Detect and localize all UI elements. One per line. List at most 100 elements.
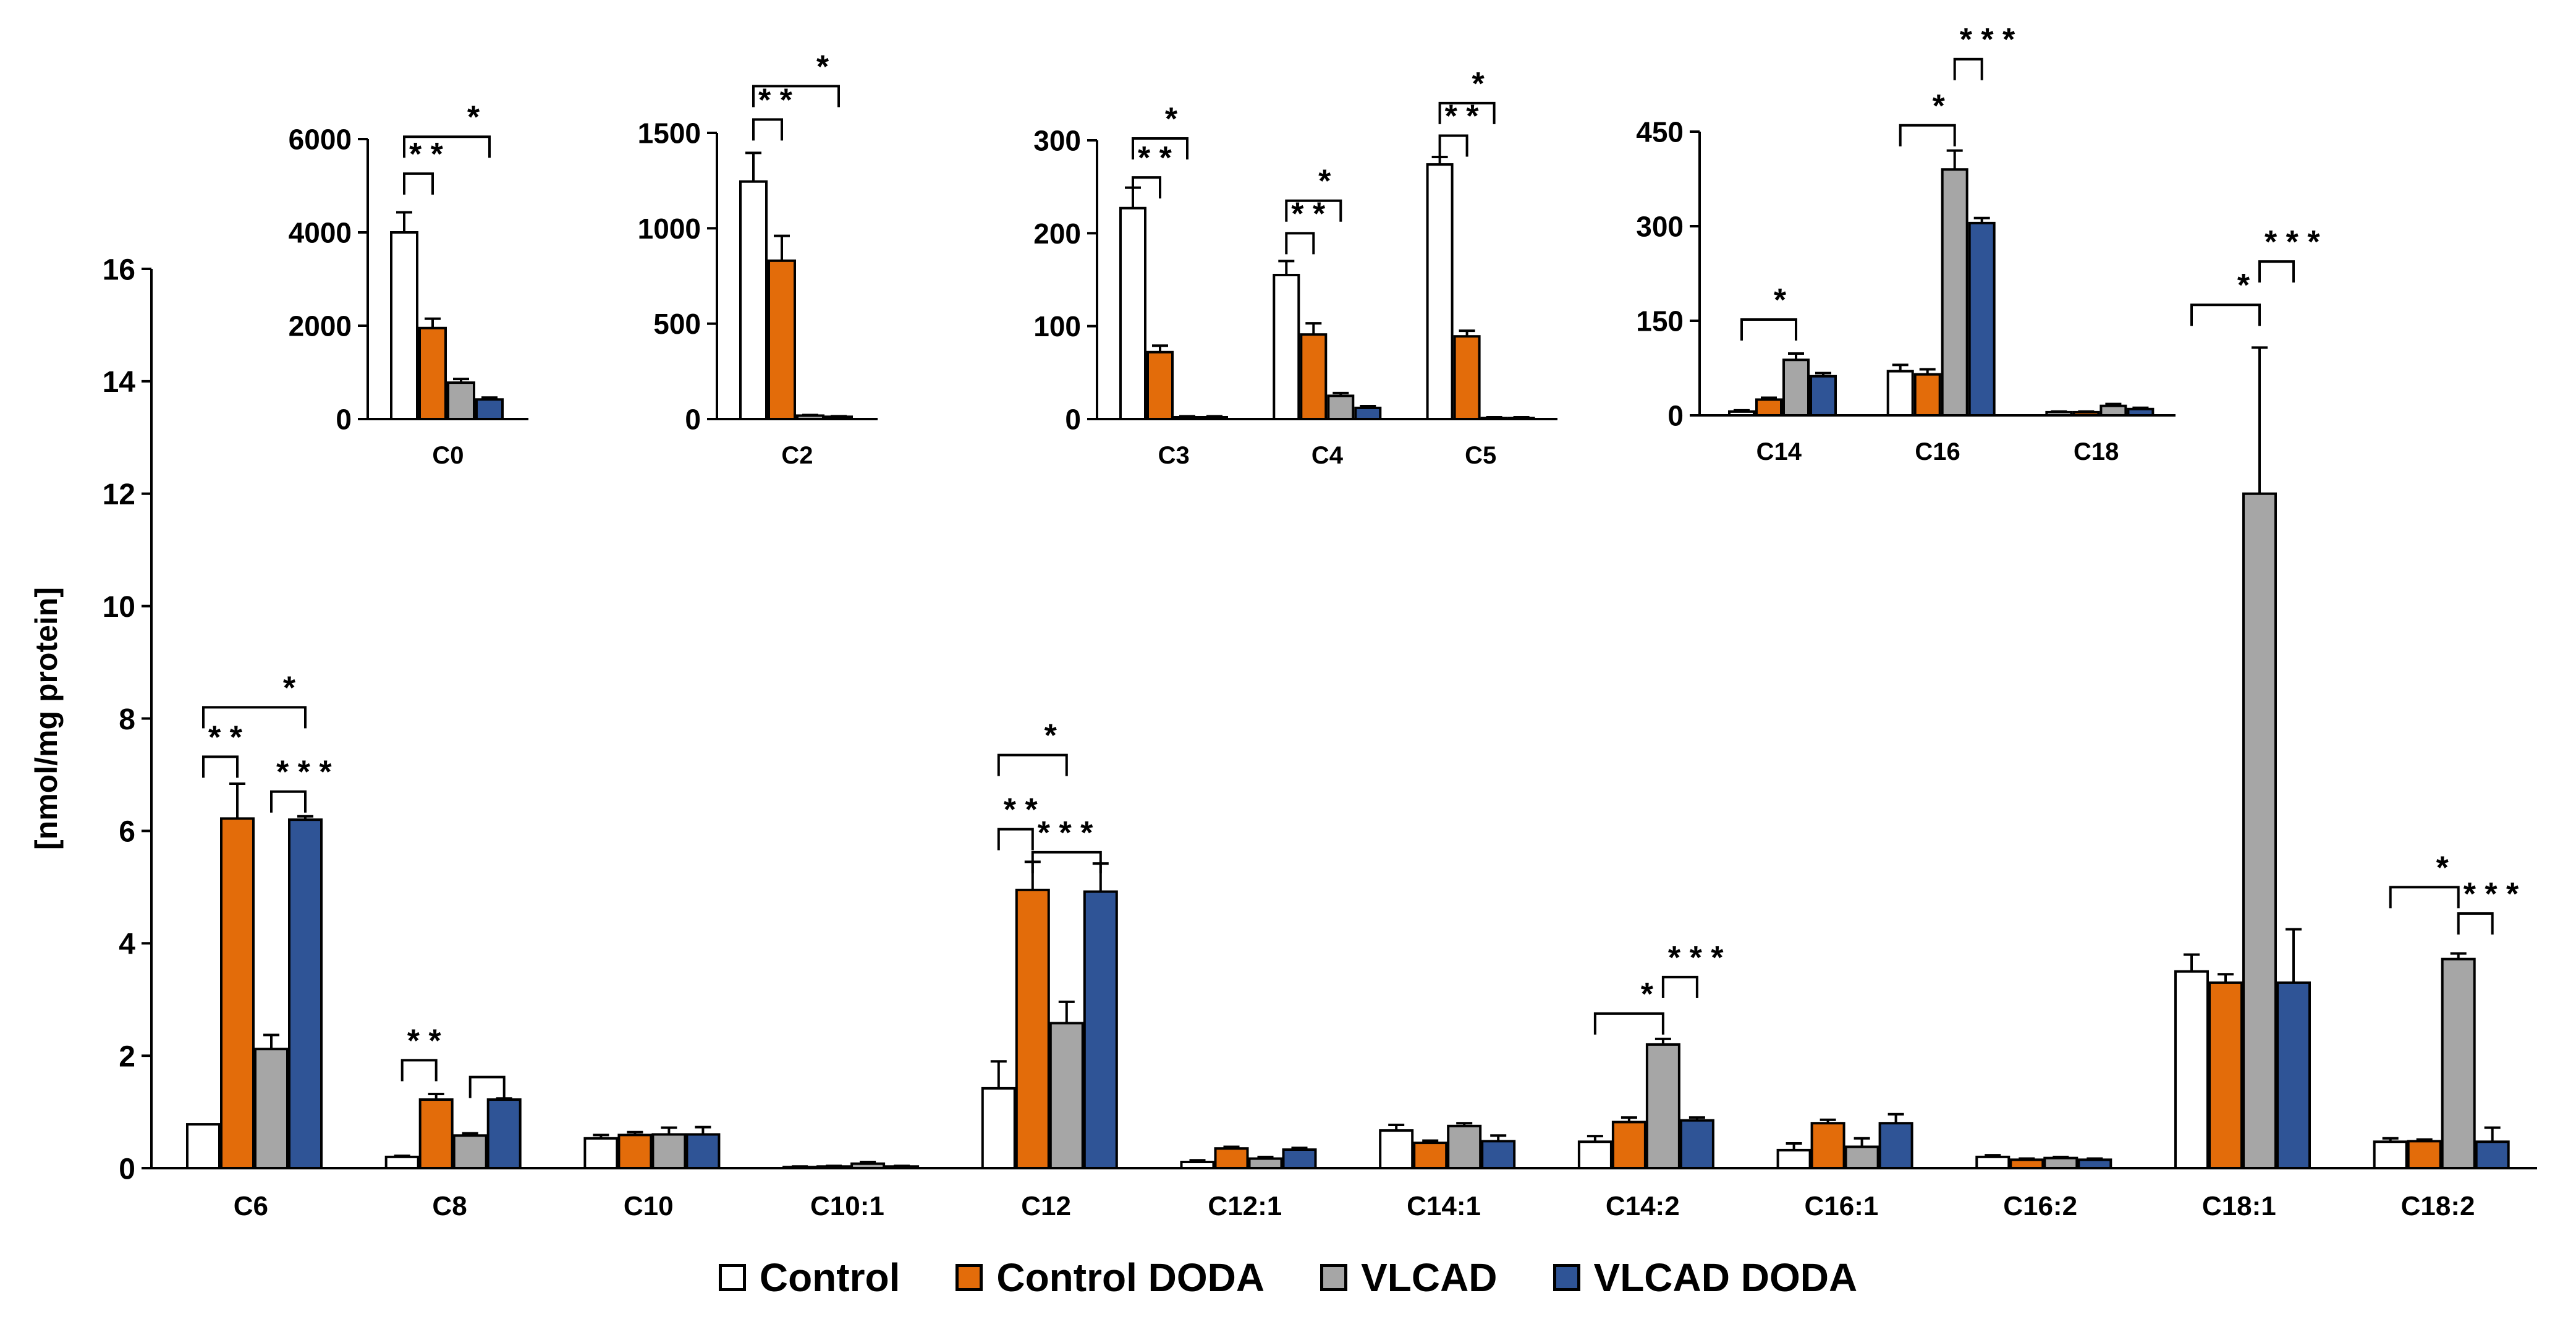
inset-c3c5-bar-c5-control (1426, 163, 1454, 420)
main-bar-c12-control-doda (1015, 888, 1050, 1169)
inset-c14c18-x-tick-label-c16: C16 (1915, 438, 1960, 465)
legend-item-control: Control (718, 1255, 900, 1300)
inset-c14c18-x-tick-label-c14: C14 (1756, 438, 1802, 465)
inset-c2-bar-c2-control (739, 180, 768, 420)
main-bar-c12-vlcad (1049, 1022, 1084, 1169)
inset-c2-significance-label: * * (758, 82, 793, 118)
main-bar-c6-vlcad (254, 1048, 289, 1170)
inset-c3c5-x-tick-label-c4: C4 (1311, 442, 1344, 469)
inset-c14c18-bar-c14-vlcad (1782, 358, 1810, 417)
main-bar-c18-2-control (2373, 1140, 2408, 1170)
inset-c0-significance-bracket (403, 172, 434, 195)
legend-swatch-control (718, 1264, 746, 1291)
legend-item-vlcad-doda: VLCAD DODA (1553, 1255, 1858, 1300)
main-bar-c18-2-vlcad (2441, 957, 2476, 1170)
main-bar-c8-control-doda (418, 1098, 454, 1170)
main-bar-c14-2-vlcad (1645, 1043, 1680, 1169)
inset-c0-bar-c0-control (390, 231, 418, 420)
main-significance-bracket (2389, 886, 2460, 909)
inset-c3c5-significance-bracket (1132, 176, 1161, 199)
inset-c3c5-significance-bracket (1285, 199, 1342, 222)
main-significance-label: * * (407, 1023, 442, 1059)
main-x-tick-label-c18-2: C18:2 (2401, 1191, 2475, 1221)
inset-c3c5-significance-label: * * (1138, 140, 1172, 176)
main-bar-c18-1-vlcad (2242, 492, 2277, 1169)
inset-c3c5-significance-bracket (1132, 137, 1188, 159)
legend-label-vlcad-doda: VLCAD DODA (1593, 1255, 1858, 1300)
inset-c3c5-y-tick-label: 100 (1033, 310, 1081, 342)
main-bar-c6-vlcad-doda (288, 818, 323, 1169)
main-y-axis-label: [nmol/mg protein] (29, 587, 64, 850)
main-bar-c18-1-control (2174, 970, 2209, 1169)
inset-c14c18-bar-c16-control-doda (1913, 373, 1941, 417)
main-chart: 0 2 4 6 8 10 12 14 16 C6 C8 C10 C10:1 C12 C12:1 C14:1 C1… (29, 224, 2537, 1221)
main-bar-c8-control (384, 1155, 420, 1169)
legend-swatch-vlcad-doda (1553, 1264, 1580, 1291)
main-x-tick-label-c16-2: C16:2 (2003, 1191, 2077, 1221)
main-bar-c18-2-control-doda (2407, 1140, 2442, 1169)
inset-c3c5-bar-c3-control (1119, 206, 1146, 420)
main-bar-c12-vlcad-doda (1083, 890, 1118, 1170)
inset-c3c5-significance-bracket (1438, 134, 1468, 157)
main-significance-label: * * * (2265, 224, 2320, 260)
inset-c3c5-x-tick-label-c5: C5 (1465, 442, 1496, 469)
legend-label-control: Control (759, 1255, 900, 1300)
inset-c0-significance-label: * * (409, 137, 444, 172)
inset-c14c18-y-tick-label: 0 (1667, 400, 1684, 432)
inset-c14c18-significance-label: * (1933, 88, 1946, 124)
main-significance-bracket (468, 1075, 506, 1098)
inset-c2-chart: 0 500 1000 1500 C2 * * * (638, 49, 878, 469)
main-y-tick-label: 4 (119, 928, 135, 961)
inset-c14c18-bar-c18-vlcad (2099, 404, 2127, 417)
main-x-tick-label-c12-1: C12:1 (1208, 1191, 1282, 1221)
main-bar-c8-vlcad-doda (486, 1098, 522, 1170)
inset-c2-y-tick-label: 500 (653, 308, 701, 340)
main-significance-label: * * * (276, 755, 332, 791)
inset-c3c5-significance-label: * (1318, 164, 1331, 200)
main-x-tick-label-c12: C12 (1021, 1191, 1071, 1221)
main-significance-bracket (997, 828, 1034, 850)
inset-c14c18-y-tick-label: 150 (1636, 305, 1684, 337)
main-bar-c10-control-doda (617, 1134, 653, 1170)
inset-c0-y-tick-label: 4000 (289, 217, 352, 249)
main-bar-c8-vlcad (452, 1134, 488, 1169)
main-x-tick-label-c6: C6 (234, 1191, 268, 1221)
inset-c0-bar-c0-vlcad (447, 381, 475, 420)
main-y-tick-label: 6 (119, 816, 135, 849)
inset-c2-significance-label: * (816, 49, 829, 85)
inset-c0-y-tick-label: 6000 (289, 124, 352, 156)
inset-c3c5-bar-c4-vlcad-doda (1354, 406, 1382, 421)
main-bar-c10-vlcad-doda (685, 1133, 721, 1169)
inset-c14c18-significance-bracket (1899, 124, 1956, 146)
inset-c0-significance-label: * (467, 100, 480, 135)
main-bar-c18-1-control-doda (2208, 981, 2243, 1169)
inset-c0-significance-bracket (403, 135, 491, 158)
main-bar-c12-1-control-doda (1214, 1147, 1249, 1169)
inset-c3c5-y-tick-label: 200 (1033, 218, 1081, 250)
main-significance-bracket (2258, 260, 2295, 283)
inset-c0-bar-c0-control-doda (418, 326, 447, 421)
legend-label-control-doda: Control DODA (996, 1255, 1265, 1300)
inset-c3c5-significance-bracket (1438, 101, 1496, 124)
inset-c2-significance-bracket (752, 85, 840, 108)
main-bar-c12-1-control (1180, 1160, 1215, 1169)
inset-c3c5-y-tick-label: 300 (1033, 125, 1081, 157)
main-bar-c16-1-control (1776, 1148, 1811, 1170)
main-y-tick-label: 8 (119, 703, 135, 736)
legend-swatch-control-doda (955, 1264, 983, 1291)
inset-c3c5-bar-c4-control-doda (1300, 333, 1328, 420)
inset-c14c18-bar-c18-vlcad-doda (2127, 407, 2154, 417)
inset-c14c18-bar-c14-control (1728, 410, 1755, 417)
inset-c3c5-significance-label: * (1472, 66, 1485, 102)
legend-swatch-vlcad (1320, 1264, 1348, 1291)
main-bar-c16-1-vlcad-doda (1878, 1122, 1913, 1169)
legend-label-vlcad: VLCAD (1361, 1255, 1498, 1300)
main-y-tick-label: 12 (103, 478, 135, 511)
inset-c2-significance-bracket (752, 118, 783, 141)
legend-item-control-doda: Control DODA (955, 1255, 1265, 1300)
main-bar-c12-control (981, 1087, 1016, 1170)
main-significance-bracket (1661, 975, 1698, 998)
main-y-tick-label: 2 (119, 1040, 135, 1073)
main-y-tick-label: 14 (103, 366, 136, 399)
inset-c2-bar-c2-control-doda (768, 259, 796, 420)
